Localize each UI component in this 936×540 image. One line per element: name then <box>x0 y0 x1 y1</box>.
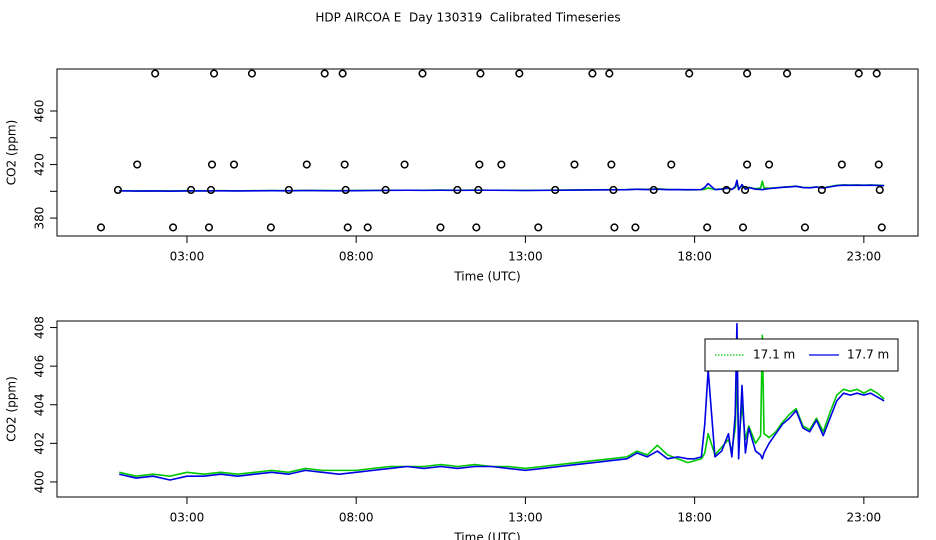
scatter-point <box>186 185 196 195</box>
series-area <box>119 322 885 481</box>
x-tick-label: 08:00 <box>339 250 374 264</box>
scatter-point <box>247 69 256 78</box>
scatter-point <box>113 185 122 195</box>
scatter-point <box>588 69 597 78</box>
scatter-point <box>649 185 658 195</box>
scatter-point <box>874 160 883 169</box>
scatter-point <box>877 223 886 232</box>
scatter-point <box>609 185 618 195</box>
scatter-point <box>302 160 311 169</box>
scatter-point <box>209 69 219 78</box>
y-axis-title: CO2 (ppm) <box>5 120 19 186</box>
scatter-point <box>436 223 445 232</box>
plot-frame <box>56 320 919 498</box>
scatter-point <box>782 69 792 78</box>
scatter-point <box>743 69 752 78</box>
scatter-point <box>765 160 774 169</box>
x-axis-title: Time (UTC) <box>453 270 520 284</box>
scatter-point <box>341 185 350 195</box>
scatter-point <box>381 185 390 195</box>
x-tick-label: 03:00 <box>170 250 205 264</box>
scatter-point <box>872 69 881 78</box>
scatter-point <box>284 185 293 195</box>
y-tick-label: 408 <box>33 316 47 339</box>
series-line <box>119 180 885 192</box>
scatter-point <box>610 223 619 232</box>
plot-area <box>119 322 885 481</box>
chart-title: HDP AIRCOA E Day 130319 Calibrated Times… <box>315 11 620 25</box>
scatter-point <box>476 69 485 78</box>
scatter-point <box>607 160 616 169</box>
x-tick-label: 03:00 <box>170 511 205 525</box>
scatter-point <box>96 223 106 232</box>
scatter-point <box>497 160 506 169</box>
x-axis-title: Time (UTC) <box>453 531 520 540</box>
scatter-point <box>133 160 142 169</box>
scatter-point <box>743 160 752 169</box>
x-tick-label: 08:00 <box>339 511 374 525</box>
scatter-point <box>738 223 748 232</box>
x-tick-label: 23:00 <box>847 250 882 264</box>
x-tick-label: 13:00 <box>508 511 543 525</box>
scatter-point <box>169 223 178 232</box>
scatter-point <box>475 160 484 169</box>
x-tick-label: 13:00 <box>508 250 543 264</box>
scatter-point <box>631 223 640 232</box>
y-tick-label: 404 <box>33 393 47 416</box>
scatter-point <box>207 160 217 169</box>
y-tick-label: 460 <box>33 100 47 123</box>
x-tick-label: 18:00 <box>677 250 712 264</box>
scatter-point <box>875 185 884 195</box>
y-tick-label: 400 <box>33 470 47 493</box>
y-tick-label: 420 <box>33 153 47 176</box>
y-tick-label: 406 <box>33 355 47 378</box>
scatter-point <box>605 69 614 78</box>
scatter-point <box>204 223 214 232</box>
scatter-point <box>453 185 462 195</box>
plot-area <box>96 69 886 232</box>
scatter-point <box>534 223 543 232</box>
scatter-point <box>667 160 676 169</box>
scatter-point <box>854 69 863 78</box>
scatter-point <box>363 223 372 232</box>
scatter-point <box>151 69 160 78</box>
y-tick-label: 380 <box>33 207 47 230</box>
series-line <box>119 322 885 481</box>
series-line <box>119 179 885 192</box>
scatter-point <box>722 185 731 195</box>
scatter-point <box>206 185 216 195</box>
scatter-point <box>685 69 694 78</box>
scatter-point <box>229 160 239 169</box>
scatter-point <box>320 69 329 78</box>
scatter-point <box>703 223 712 232</box>
y-axis-title: CO2 (ppm) <box>5 376 19 442</box>
scatter-point <box>837 160 846 169</box>
scatter-point <box>472 223 481 232</box>
scatter-point <box>266 223 275 232</box>
legend-label: 17.1 m <box>753 348 795 362</box>
scatter-point <box>474 185 483 195</box>
legend-label: 17.7 m <box>847 348 889 362</box>
scatter-point <box>338 69 347 78</box>
scatter-point <box>817 185 826 195</box>
scatter-point <box>340 160 349 169</box>
x-tick-label: 18:00 <box>677 511 712 525</box>
scatter-point <box>400 160 409 169</box>
series-area <box>96 69 886 232</box>
scatter-point <box>343 223 352 232</box>
y-tick-label: 402 <box>33 432 47 455</box>
scatter-point <box>515 69 524 78</box>
x-tick-label: 23:00 <box>847 511 882 525</box>
scatter-point <box>800 223 810 232</box>
scatter-point <box>418 69 427 78</box>
scatter-point <box>741 185 750 195</box>
scatter-point <box>551 185 560 195</box>
scatter-point <box>570 160 579 169</box>
plot-frame <box>56 68 919 237</box>
